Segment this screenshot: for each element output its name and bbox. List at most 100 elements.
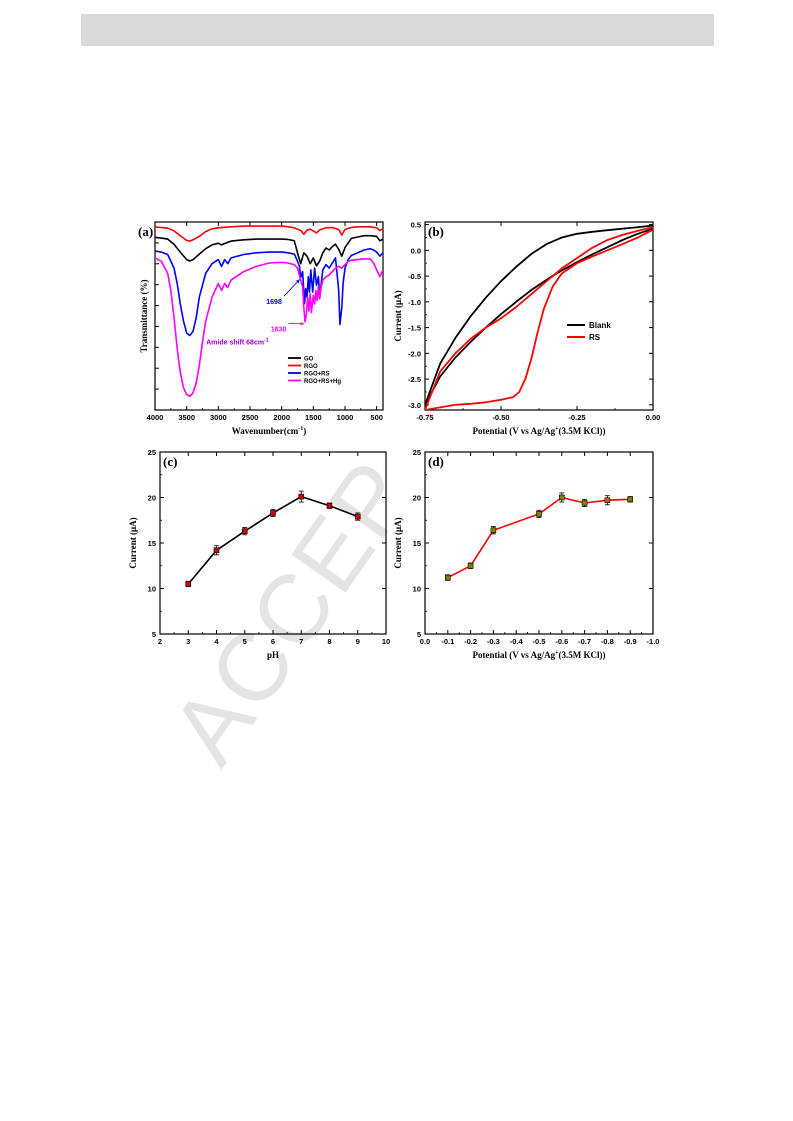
- x-tick-label: -0.75: [416, 413, 433, 422]
- annotation: 1630: [271, 326, 287, 333]
- x-tick-label: 2500: [242, 413, 259, 422]
- x-tick-label: 1500: [305, 413, 322, 422]
- y-tick-label: -2.5: [408, 375, 421, 384]
- y-tick-label: 25: [413, 448, 421, 457]
- x-tick-label: -0.7: [578, 637, 591, 646]
- data-point: [213, 547, 220, 554]
- y-tick-label: 0.0: [411, 246, 421, 255]
- plot-frame: [154, 221, 384, 411]
- annotation-text: 1698: [266, 299, 282, 306]
- y-tick-label: -1.5: [408, 324, 421, 333]
- data-point: [627, 496, 634, 503]
- y-tick-label: -1.0: [408, 298, 421, 307]
- plot-frame: [159, 451, 387, 635]
- x-tick-label: 4000: [147, 413, 164, 422]
- x-axis-label: pH: [267, 650, 279, 660]
- x-axis-label-main: Potential (V vs Ag/Ag: [472, 426, 555, 436]
- x-tick-label: 6: [271, 637, 275, 646]
- x-axis-label-sup: +: [555, 650, 559, 656]
- y-tick-label: -3.0: [408, 401, 421, 410]
- x-axis-label-tail: ): [303, 426, 306, 436]
- chart-panel-a: 4000 3500 3000 2500 2000 1500 1000 500 Wavenumbe…: [138, 221, 384, 436]
- y-tick-label: 20: [413, 494, 421, 503]
- panel-label: (b): [428, 224, 444, 239]
- y-tick-label: 15: [413, 539, 421, 548]
- series-line-blank: [425, 224, 653, 406]
- series-line-rs: [425, 226, 653, 410]
- x-tick-label: -0.8: [601, 637, 614, 646]
- legend-label: RS: [589, 333, 601, 342]
- annotation-text: 1630: [271, 326, 287, 333]
- panel-label: (d): [428, 454, 444, 469]
- y-tick-label: 10: [148, 585, 156, 594]
- y-tick-label: 5: [152, 630, 156, 639]
- x-axis-label-main: Wavenumber(cm: [232, 426, 299, 436]
- x-tick-label: -0.4: [510, 637, 524, 646]
- y-tick-label: -2.0: [408, 349, 421, 358]
- x-tick-label: 2000: [273, 413, 290, 422]
- data-point: [467, 562, 474, 569]
- panel-label: (a): [138, 224, 153, 239]
- data-point: [604, 497, 611, 504]
- x-tick-label: -0.6: [555, 637, 568, 646]
- data-point: [490, 527, 497, 534]
- y-tick-label: 15: [148, 539, 156, 548]
- x-tick-label: -0.9: [624, 637, 637, 646]
- x-tick-label: 1000: [337, 413, 354, 422]
- y-axis-label: Current (μA): [393, 290, 403, 341]
- y-axis-label: Current (μA): [393, 517, 403, 568]
- x-tick-label: 4: [214, 637, 219, 646]
- chart-panel-d: 0.0 -0.1 -0.2 -0.3 -0.4 -0.5 -0.6 -0.7 -0.8 -0.9 -…: [393, 448, 659, 660]
- y-tick-label: 10: [413, 585, 421, 594]
- data-point: [558, 494, 565, 501]
- legend-label: RGO: [304, 364, 318, 370]
- x-axis-label-sup: -1: [298, 426, 303, 432]
- x-axis-label-tail: (3.5M KCl)): [559, 650, 606, 660]
- annotation: 1698: [266, 299, 282, 306]
- x-axis-label: Potential (V vs Ag/Ag+(3.5M KCl)): [472, 426, 605, 436]
- x-tick-label: 2: [158, 637, 162, 646]
- y-tick-label: -0.5: [408, 272, 421, 281]
- x-axis-label-tail: (3.5M KCl)): [559, 426, 606, 436]
- x-tick-label: -0.3: [487, 637, 500, 646]
- chart-panel-b: -0.75 -0.50 -0.25 0.00 0.5 0.0 -0.5 -1.0 -1.5 -2.…: [393, 221, 660, 436]
- series-line-rgo-rs: [155, 247, 383, 337]
- annotation-arrow: [283, 279, 301, 297]
- data-point: [581, 500, 588, 506]
- y-axis-label: Transmittance (%): [139, 279, 149, 352]
- annotation: Amide shift 68cm-1: [206, 337, 269, 346]
- data-point: [298, 493, 305, 500]
- y-tick-label: 25: [148, 448, 156, 457]
- plot-frame: [424, 451, 654, 635]
- annotation-arrowhead: [300, 321, 305, 326]
- series-line-0: [447, 496, 631, 579]
- annotation-arrowhead: [296, 279, 300, 284]
- x-axis-label-main: pH: [267, 650, 279, 660]
- annotation-text: Amide shift 68cm: [206, 339, 264, 346]
- x-tick-label: 7: [299, 637, 303, 646]
- x-tick-label: -1.0: [647, 637, 660, 646]
- x-tick-label: 3500: [178, 413, 195, 422]
- plot-frame: [424, 221, 654, 411]
- data-point: [326, 502, 333, 509]
- data-point: [444, 574, 451, 581]
- x-tick-label: 9: [356, 637, 360, 646]
- x-tick-label: -0.1: [441, 637, 454, 646]
- x-tick-label: -0.25: [568, 413, 585, 422]
- legend-label: Blank: [589, 321, 611, 330]
- legend-label: RGO+RS: [304, 372, 330, 378]
- data-point: [354, 513, 361, 520]
- x-tick-label: -0.2: [464, 637, 477, 646]
- x-tick-label: 3: [186, 637, 190, 646]
- y-tick-label: 0.5: [411, 221, 421, 230]
- series-line-rgo: [155, 225, 383, 242]
- chart-panel-c: 2 3 4 5 6 7 8 9 10 5 10 15 20 25 pH Current (μA) (c): [128, 448, 390, 660]
- page-header-bar: [81, 14, 714, 46]
- x-axis-label: Potential (V vs Ag/Ag+(3.5M KCl)): [472, 650, 605, 660]
- x-axis-label-main: Potential (V vs Ag/Ag: [472, 650, 555, 660]
- legend-label: RGO+RS+Hg: [304, 379, 341, 385]
- data-point: [536, 511, 542, 517]
- x-tick-label: 0.0: [420, 637, 430, 646]
- x-tick-label: 500: [370, 413, 383, 422]
